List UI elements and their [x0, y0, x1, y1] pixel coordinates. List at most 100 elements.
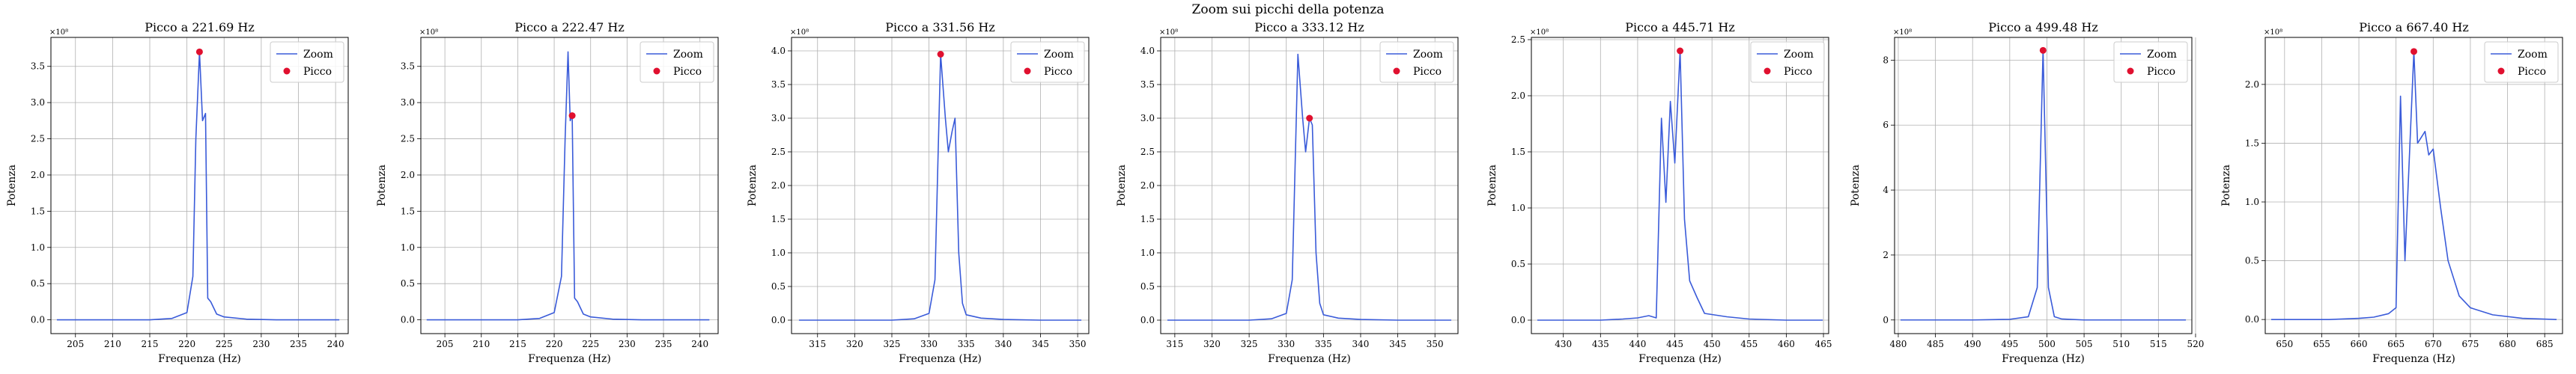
x-tick-label: 235 [290, 339, 307, 349]
legend-label-zoom: Zoom [303, 49, 333, 61]
y-tick-label: 2.0 [771, 180, 786, 191]
y-tick-label: 4.0 [771, 46, 786, 56]
peak-marker [195, 48, 203, 55]
subplot-title: Picco a 499.48 Hz [1988, 20, 2098, 34]
y-tick-label: 2.5 [771, 147, 786, 157]
x-tick-label: 350 [1427, 339, 1444, 349]
y-tick-label: 1.5 [1140, 214, 1155, 224]
x-tick-label: 230 [619, 339, 636, 349]
subplot-2: 205 210 215 220 225 230 235 240 0.0 0.5 1.0 1.5 2.0 2… [376, 20, 719, 365]
y-exponent-label: ×10⁸ [419, 28, 438, 37]
y-tick-label: 3.5 [1140, 79, 1155, 90]
x-tick-label: 225 [582, 339, 599, 349]
grid [1895, 37, 2196, 334]
y-tick-label: 0.5 [771, 281, 786, 292]
legend: Zoom Picco [270, 41, 344, 83]
y-tick-label: 3.0 [1140, 113, 1155, 123]
x-tick-label: 215 [142, 339, 159, 349]
y-axis-label: Potenza [376, 165, 388, 206]
y-tick-label: 1.0 [1511, 203, 1525, 213]
x-tick-label: 495 [2001, 339, 2018, 349]
y-axis-label: Potenza [1486, 165, 1498, 206]
x-tick-label: 665 [2387, 339, 2405, 349]
x-tick-label: 235 [655, 339, 672, 349]
x-tick-label: 445 [1666, 339, 1683, 349]
axes-frame [420, 37, 719, 334]
y-tick-label: 1.5 [401, 206, 415, 216]
y-tick-label: 1.0 [771, 248, 786, 258]
legend-label-zoom: Zoom [2518, 49, 2548, 61]
series-line-zoom [1167, 53, 1452, 321]
y-tick-label: 2.0 [1511, 91, 1525, 101]
subplot-3: 315 320 325 330 335 340 345 350 0.0 0.5 1.0 1.5 2.0 2… [747, 20, 1090, 365]
x-tick-label: 315 [809, 339, 826, 349]
x-axis-label: Frequenza (Hz) [2372, 353, 2455, 365]
x-tick-label: 330 [920, 339, 938, 349]
y-tick-label: 0.0 [1140, 315, 1155, 325]
x-tick-label: 520 [2187, 339, 2205, 349]
subplot-5: 430 435 440 445 450 455 460 465 0.0 0.5 1.0 1.5 2.0 2… [1486, 20, 1832, 365]
x-tick-label: 320 [846, 339, 863, 349]
series-line-zoom [426, 51, 710, 321]
y-tick-label: 3.5 [31, 61, 45, 72]
y-exponent-label: ×10⁸ [2264, 28, 2282, 37]
x-tick-label: 510 [2112, 339, 2130, 349]
legend-marker-swatch [1024, 67, 1031, 75]
legend-label-zoom: Zoom [1413, 49, 1443, 61]
axes-frame [1160, 37, 1459, 334]
legend-marker-swatch [2497, 67, 2505, 75]
x-tick-label: 210 [104, 339, 121, 349]
y-tick-label: 3.0 [31, 97, 45, 108]
y-tick-label: 0.0 [771, 315, 786, 325]
subplot-4: 315 320 325 330 335 340 345 350 0.0 0.5 1.0 1.5 2.0 2… [1116, 20, 1459, 365]
series-line-zoom [56, 51, 340, 321]
y-tick-label: 1.0 [401, 242, 415, 253]
peak-marker [1677, 47, 1684, 55]
peak-marker [1306, 114, 1313, 122]
grid [2265, 37, 2563, 334]
x-tick-label: 215 [509, 339, 526, 349]
y-axis-label: Potenza [1850, 165, 1862, 206]
subplot-title: Picco a 221.69 Hz [145, 20, 255, 34]
x-tick-label: 335 [1315, 339, 1332, 349]
y-tick-label: 1.5 [31, 206, 45, 216]
x-tick-label: 325 [1241, 339, 1258, 349]
x-tick-label: 220 [546, 339, 563, 349]
x-tick-label: 480 [1890, 339, 1907, 349]
y-exponent-label: ×10⁸ [1893, 28, 1912, 37]
x-tick-label: 500 [2038, 339, 2056, 349]
y-tick-label: 2.5 [1511, 34, 1525, 45]
y-tick-label: 0.5 [401, 278, 415, 289]
y-tick-label: 1.0 [31, 242, 45, 253]
x-tick-label: 515 [2150, 339, 2167, 349]
legend-label-picco: Picco [1784, 66, 1812, 78]
series-line-zoom [798, 53, 1082, 321]
x-tick-label: 325 [884, 339, 901, 349]
x-tick-label: 320 [1203, 339, 1221, 349]
y-tick-label: 8 [1883, 55, 1889, 65]
y-exponent-label: ×10⁸ [1159, 28, 1178, 37]
x-tick-label: 435 [1592, 339, 1609, 349]
legend-label-zoom: Zoom [1784, 49, 1814, 61]
x-tick-label: 335 [958, 339, 975, 349]
y-tick-label: 2 [1883, 250, 1889, 260]
legend-label-picco: Picco [2518, 66, 2546, 78]
legend-label-zoom: Zoom [1044, 49, 1074, 61]
x-tick-label: 240 [327, 339, 344, 349]
x-tick-label: 205 [67, 339, 84, 349]
y-axis-label: Potenza [747, 165, 759, 206]
x-tick-label: 230 [252, 339, 270, 349]
subplot-title: Picco a 222.47 Hz [514, 20, 625, 34]
subplot-7: 650 655 660 665 670 675 680 685 0.0 0.5 1.0 1.5 2.0 P… [2220, 20, 2563, 365]
x-tick-label: 490 [1964, 339, 1981, 349]
x-tick-label: 485 [1927, 339, 1944, 349]
x-tick-label: 240 [691, 339, 708, 349]
y-tick-label: 0.0 [401, 315, 415, 325]
legend-marker-swatch [2127, 67, 2134, 75]
y-tick-label: 0.0 [2245, 314, 2259, 325]
y-exponent-label: ×10⁸ [790, 28, 809, 37]
x-axis-label: Frequenza (Hz) [1268, 353, 1351, 365]
x-tick-label: 670 [2425, 339, 2442, 349]
legend: Zoom Picco [2484, 41, 2559, 83]
x-tick-label: 345 [1389, 339, 1406, 349]
